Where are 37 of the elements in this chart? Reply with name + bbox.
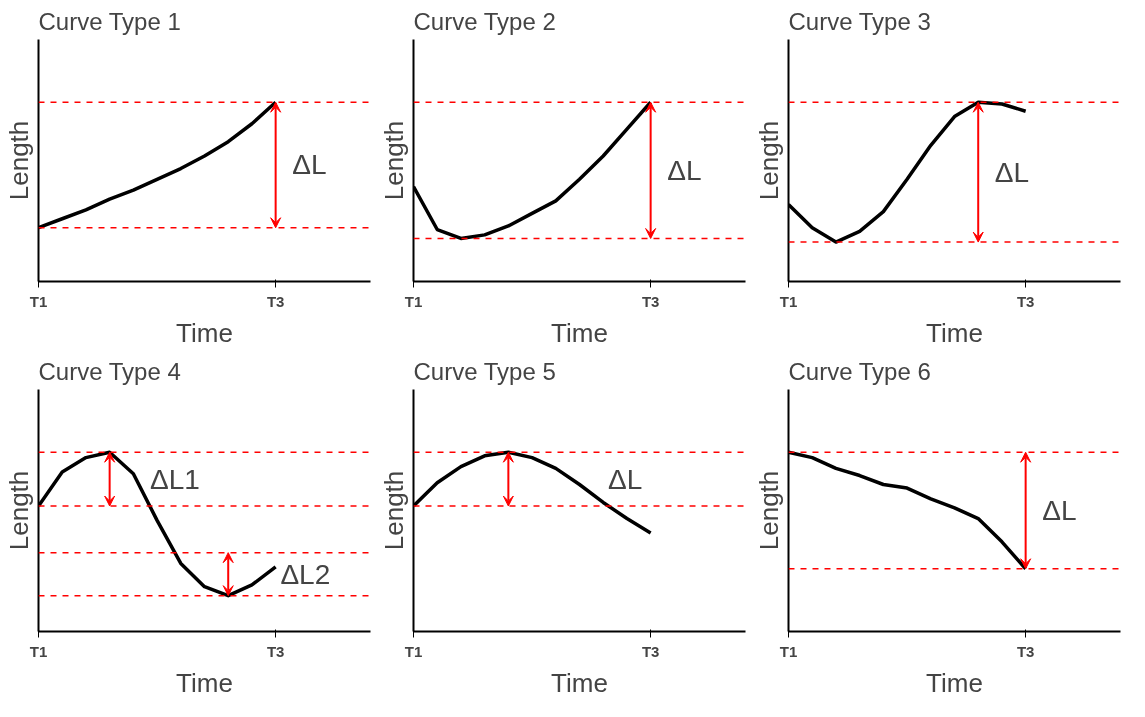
chart-title: Curve Type 1 <box>38 7 181 35</box>
x-tick-label: T1 <box>404 292 423 310</box>
x-tick-label: T1 <box>779 292 798 310</box>
annotation: ΔL <box>607 463 643 495</box>
chart-title: Curve Type 4 <box>38 357 181 385</box>
annotation: ΔL <box>1042 495 1077 526</box>
x-axis-title: Time <box>176 667 233 698</box>
x-tick-label: T3 <box>1016 642 1035 660</box>
x-axis-title: Time <box>176 317 233 348</box>
x-axis-title: Time <box>551 667 608 698</box>
chart-title: Curve Type 5 <box>413 357 556 385</box>
x-tick-label: T3 <box>641 292 660 310</box>
y-axis-title: Length <box>3 470 34 551</box>
y-axis-title: Length <box>378 470 409 551</box>
x-tick-label: T3 <box>266 642 285 660</box>
x-axis-title: Time <box>926 317 983 348</box>
x-axis-title: Time <box>551 317 608 348</box>
x-axis-title: Time <box>926 667 983 698</box>
x-tick-label: T1 <box>29 642 48 660</box>
chart-title: Curve Type 3 <box>788 7 931 35</box>
y-axis-title: Length <box>3 120 34 201</box>
x-tick-label: T3 <box>266 292 285 310</box>
annotation: ΔL <box>994 156 1030 188</box>
chart-title: Curve Type 2 <box>413 7 556 35</box>
annotation: ΔL <box>292 149 327 181</box>
y-axis-title: Length <box>753 120 784 201</box>
x-tick-label: T1 <box>404 642 423 660</box>
x-tick-label: T1 <box>779 642 798 660</box>
x-tick-label: T1 <box>29 292 48 310</box>
annotation: ΔL1 <box>149 463 200 495</box>
y-axis-title: Length <box>753 470 784 551</box>
y-axis-title: Length <box>378 120 409 201</box>
x-tick-label: T3 <box>641 642 660 660</box>
x-tick-label: T3 <box>1016 292 1035 310</box>
annotation: ΔL <box>667 154 702 186</box>
annotation: ΔL2 <box>280 558 331 590</box>
chart-title: Curve Type 6 <box>788 357 931 385</box>
